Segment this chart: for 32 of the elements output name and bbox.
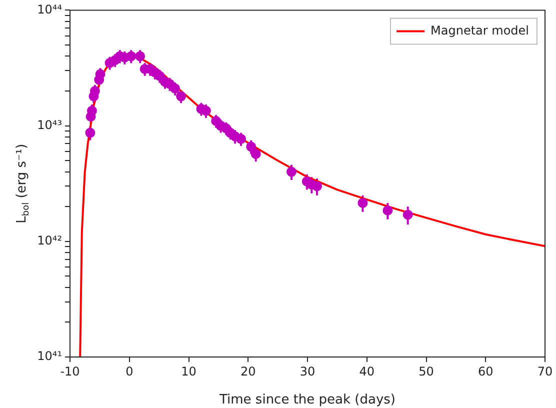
point [236, 134, 246, 144]
x-tick-label: 60 [478, 364, 494, 378]
point [246, 142, 256, 152]
x-tick-label: 20 [240, 364, 256, 378]
point [382, 206, 393, 216]
x-tick-label: 70 [537, 364, 553, 378]
y-tick-label: 10⁴² [37, 234, 62, 248]
point [358, 198, 368, 208]
point [176, 91, 186, 102]
point [85, 128, 96, 138]
point [170, 84, 180, 94]
y-axis-title: Lbol (erg s⁻¹) [14, 144, 32, 224]
x-tick-label: -10 [60, 364, 80, 378]
y-tick-label: 10⁴⁴ [37, 2, 62, 16]
point [135, 51, 146, 62]
point [286, 166, 296, 177]
x-tick-label: 40 [359, 364, 375, 378]
x-tick-label: 0 [126, 364, 134, 378]
x-tick-label: 30 [300, 364, 316, 378]
legend-label: Magnetar model [430, 23, 529, 38]
y-tick-label: 10⁴³ [37, 118, 62, 132]
x-tick-label: 10 [181, 364, 196, 378]
point [250, 149, 261, 160]
point [402, 210, 413, 220]
y-tick-label: 10⁴¹ [37, 349, 62, 364]
point [126, 51, 136, 62]
x-axis-title: Time since the peak (days) [218, 392, 396, 408]
point [90, 86, 100, 96]
x-tick-label: 50 [418, 364, 434, 378]
point [200, 106, 211, 116]
point [95, 69, 106, 80]
point [312, 181, 322, 192]
